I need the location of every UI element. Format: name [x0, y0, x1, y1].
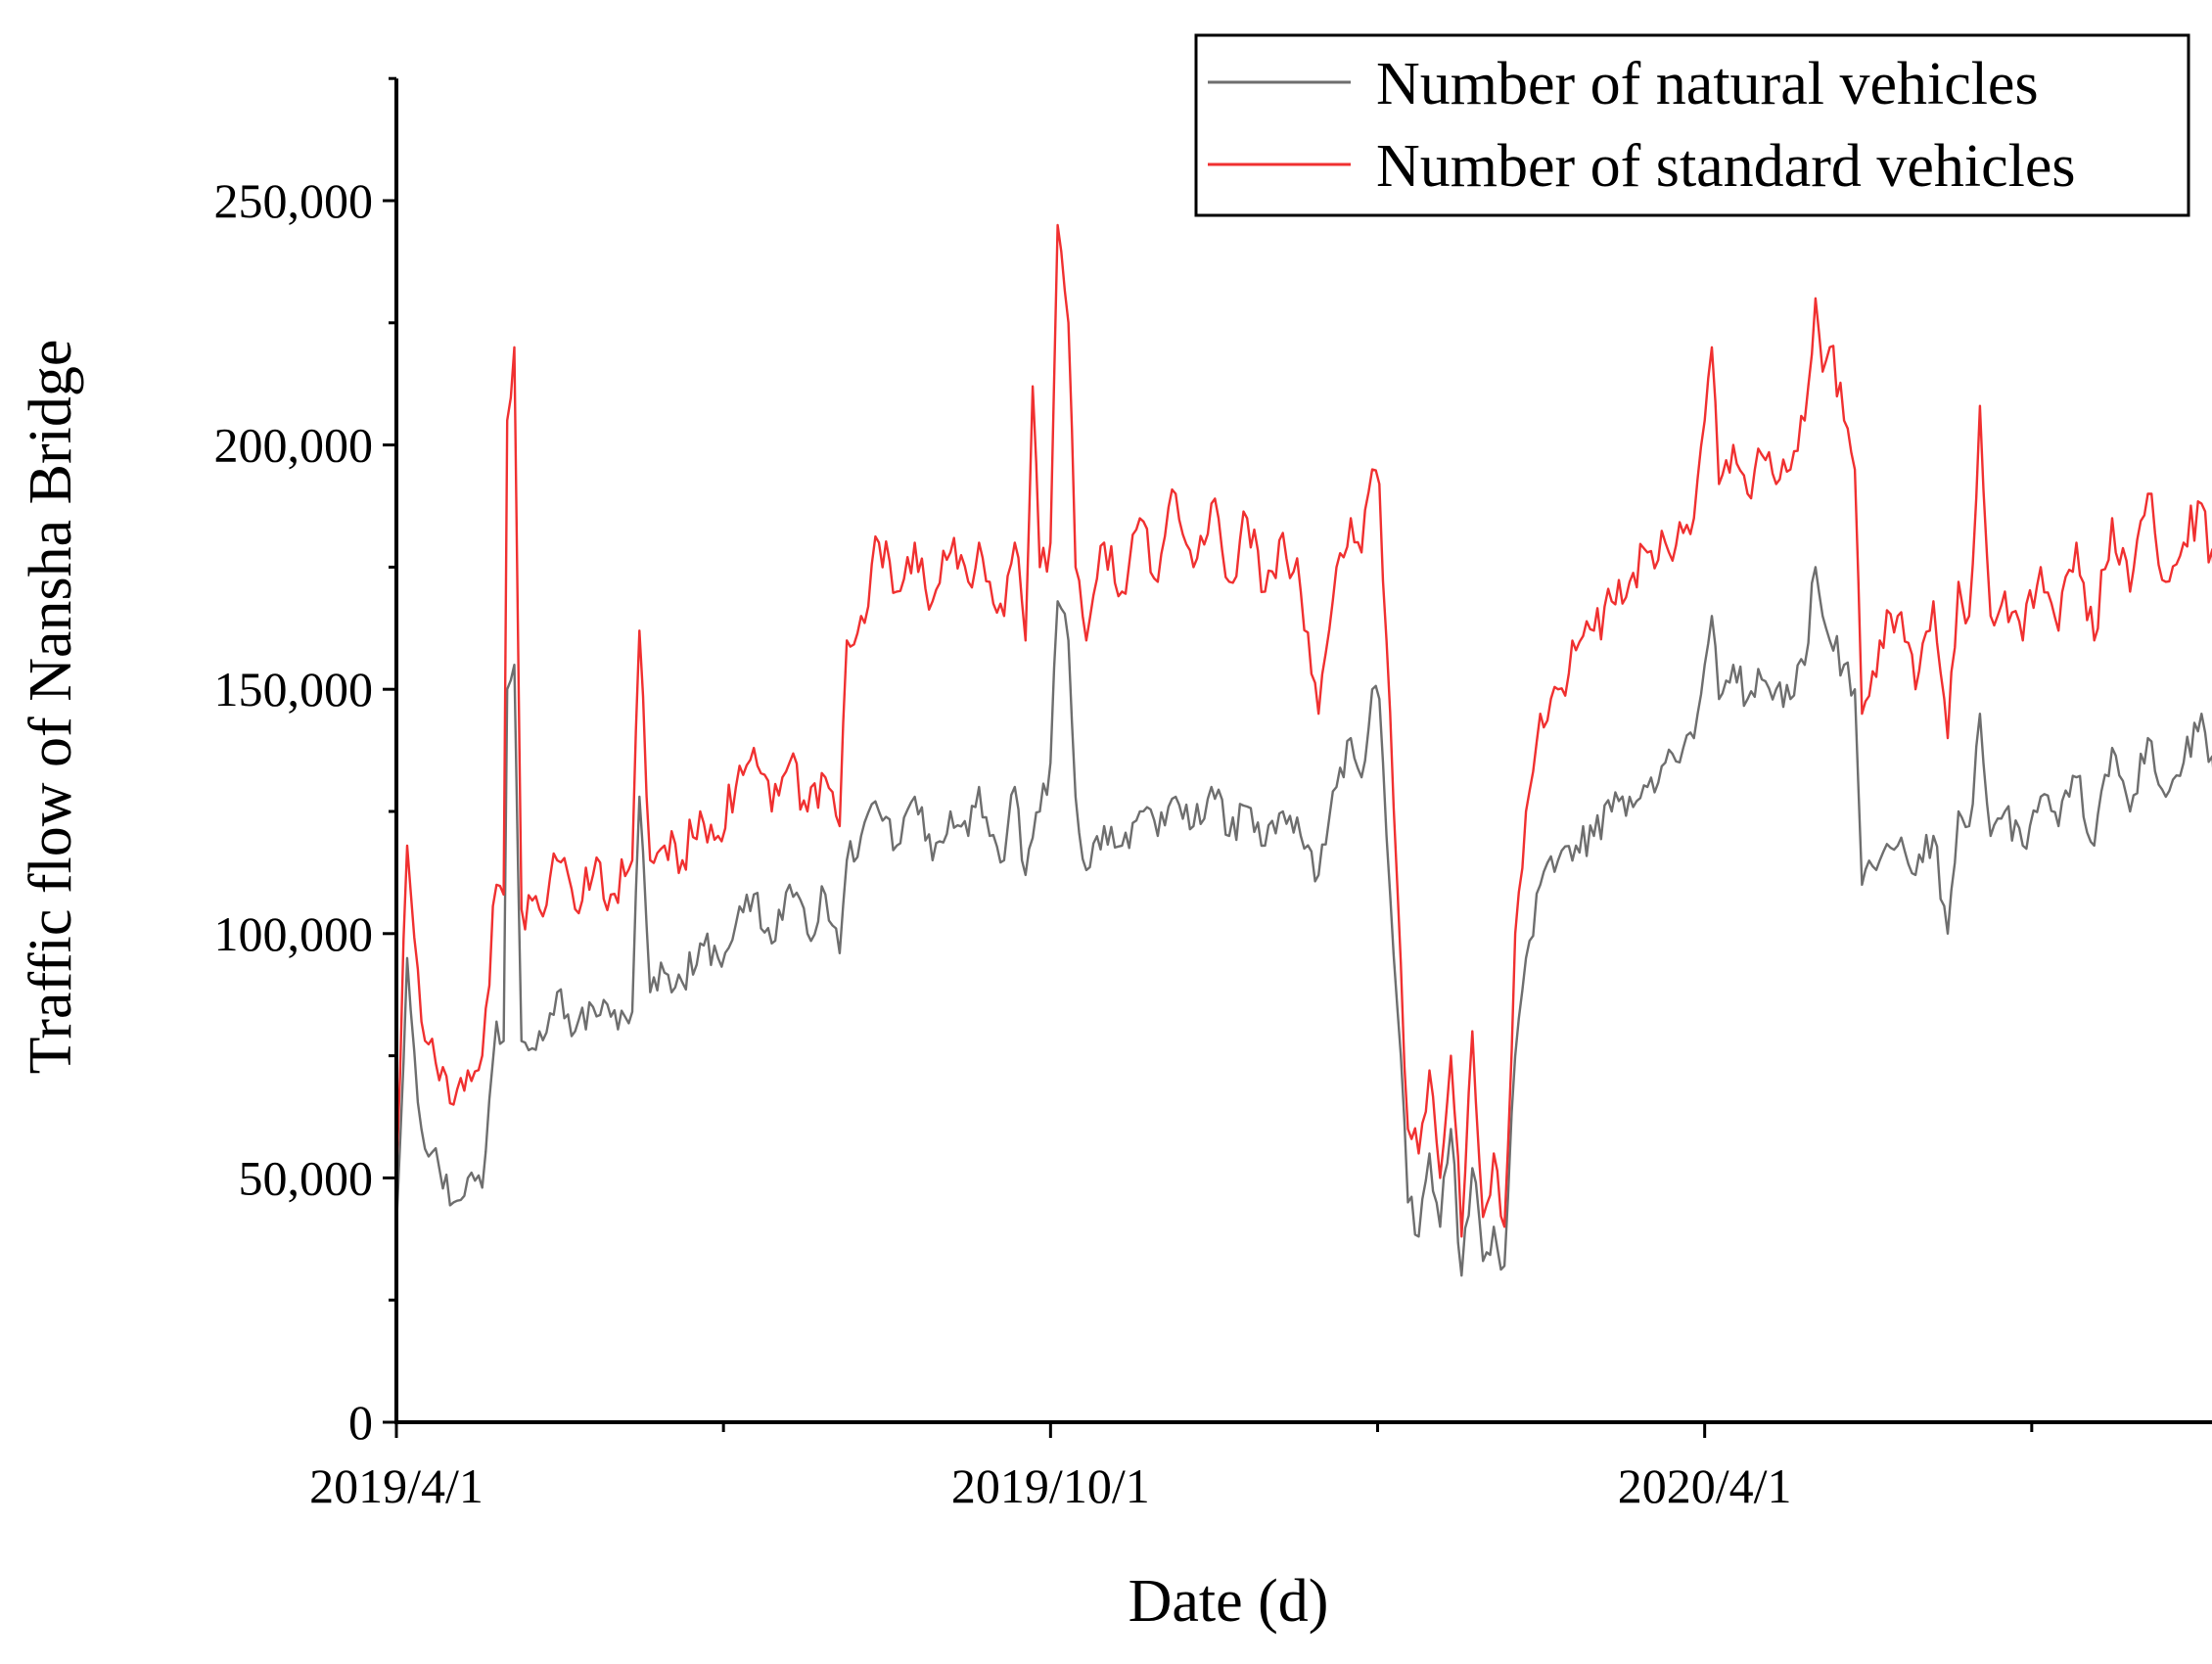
plot-area: 0 50,000 100,000 150,000 200,000 250,000 2019… [214, 76, 2212, 1513]
legend-label-standard: Number of standard vehicles [1376, 133, 2075, 200]
x-axis-ticks: 2019/4/12019/10/12020/4/12020/10/12021/4… [309, 1422, 2034, 1513]
y-tick-label: 100,000 [214, 906, 374, 961]
legend-label-natural: Number of natural vehicles [1376, 51, 2039, 117]
x-tick-label: 2019/10/1 [951, 1458, 1150, 1513]
y-tick-label: 0 [348, 1395, 373, 1450]
legend-box [1194, 33, 2190, 217]
y-tick-label: 50,000 [239, 1150, 374, 1205]
series-line-natural [394, 566, 2212, 1277]
x-tick-label: 2019/4/1 [309, 1458, 484, 1513]
y-axis-ticks: 0 50,000 100,000 150,000 200,000 250,000 [214, 76, 396, 1450]
y-tick-label: 200,000 [214, 418, 374, 473]
series-layer [394, 223, 2212, 1277]
series-line-standard [394, 223, 2212, 1238]
x-tick-label: 2020/4/1 [1618, 1458, 1792, 1513]
y-tick-label: 250,000 [214, 173, 374, 228]
legend: Number of natural vehicles Number of sta… [1194, 33, 2190, 217]
y-tick-label: 150,000 [214, 662, 374, 716]
x-axis-title: Date (d) [1129, 1568, 1329, 1635]
y-axis-title: Traffic flow of Nansha Bridge [18, 340, 84, 1075]
